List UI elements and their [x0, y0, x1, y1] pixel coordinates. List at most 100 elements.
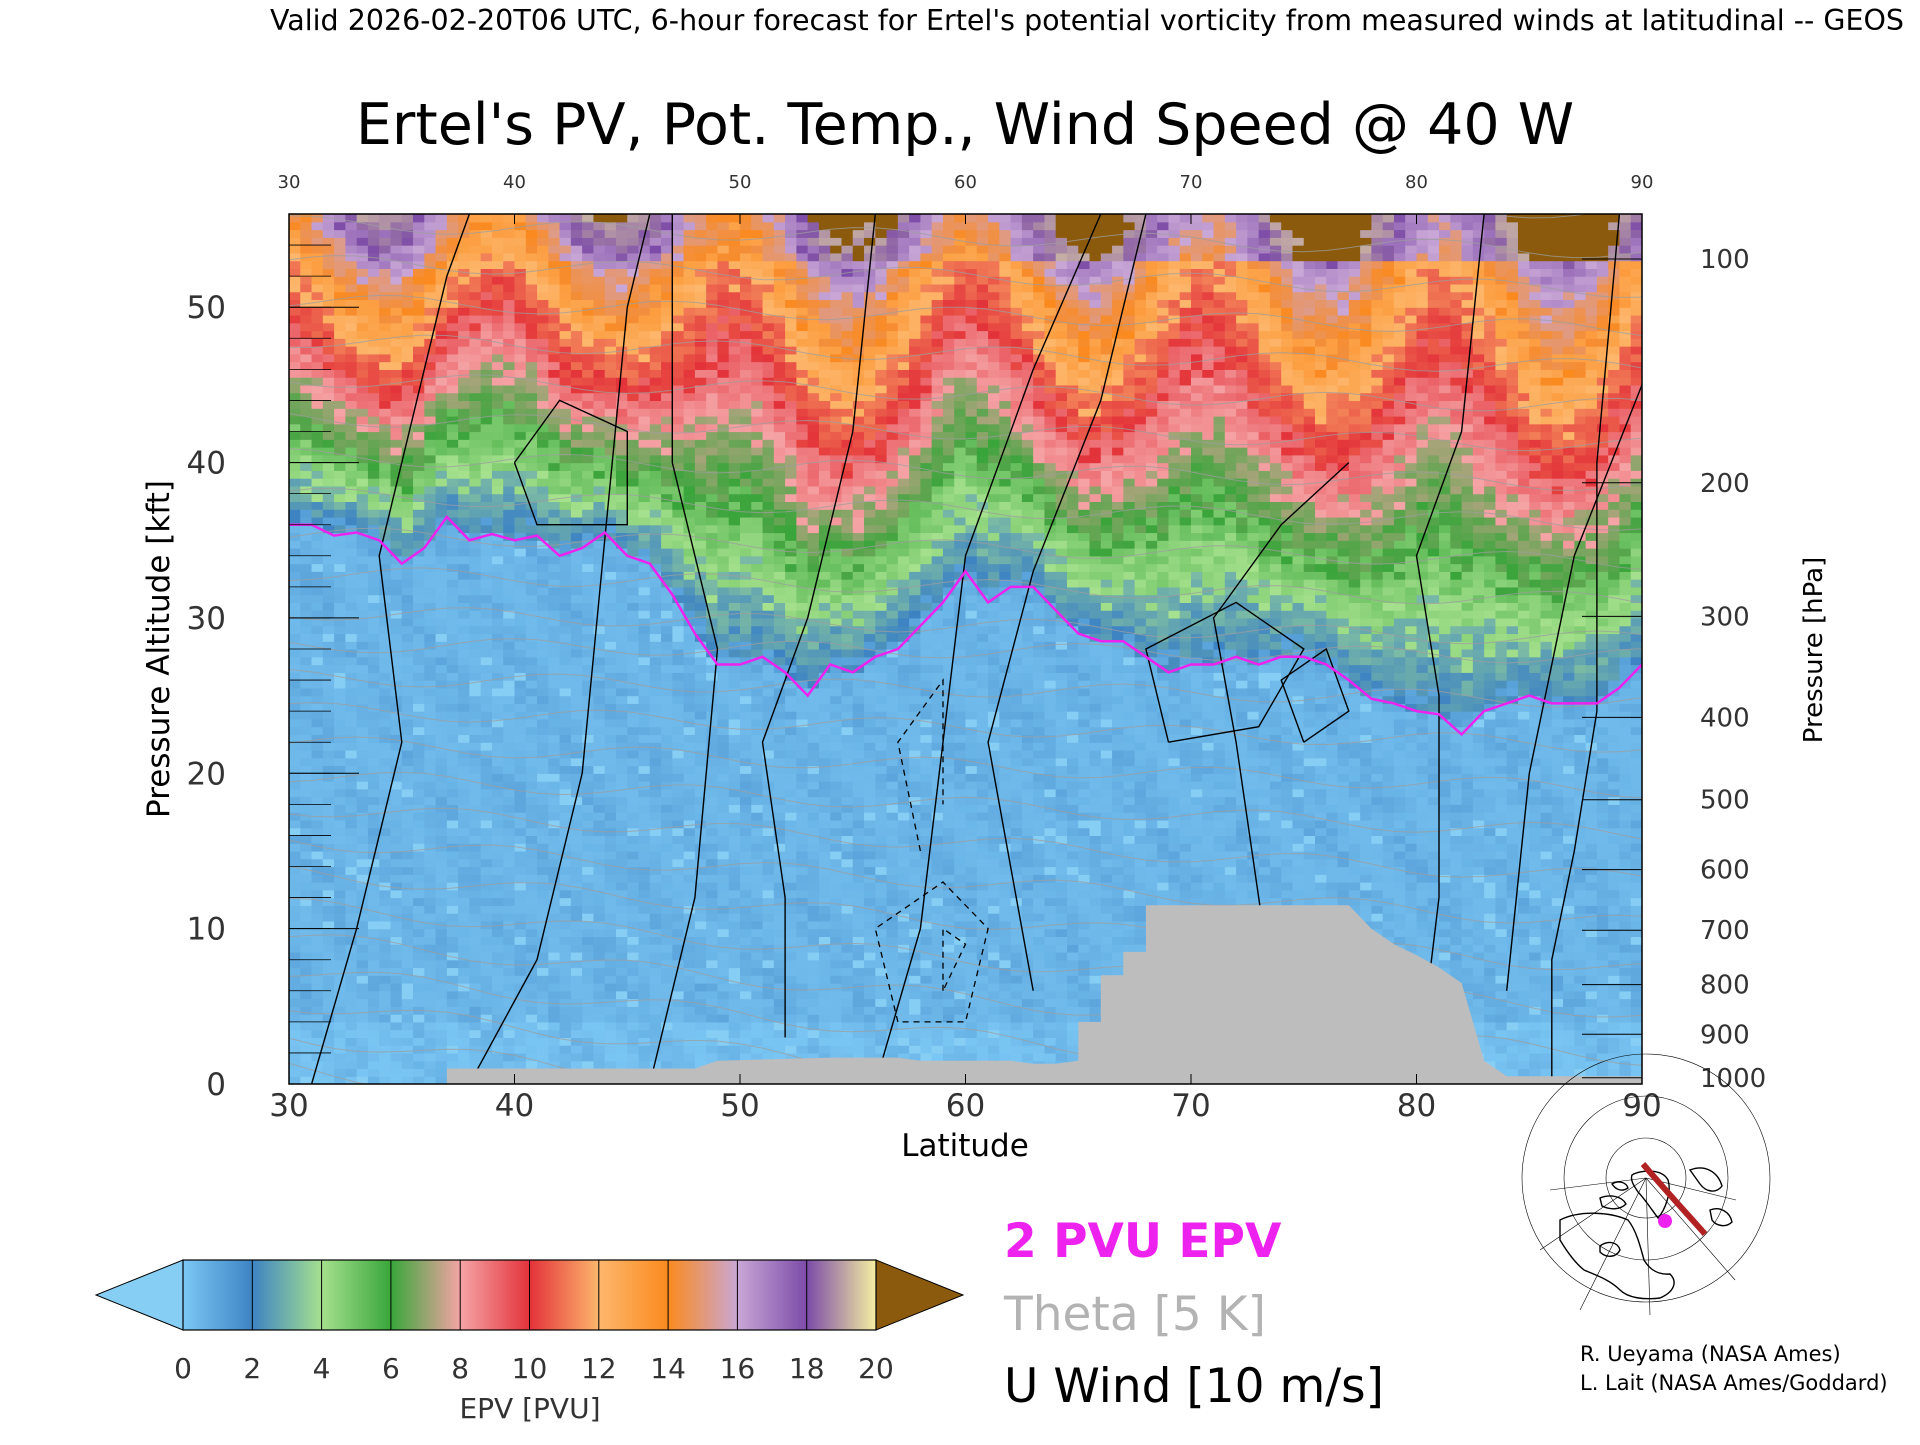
epv-cell — [424, 447, 437, 456]
epv-cell — [334, 998, 346, 1007]
epv-cell — [334, 882, 346, 891]
epv-cell — [503, 415, 516, 425]
epv-cell — [672, 1037, 685, 1046]
epv-cell — [582, 913, 595, 922]
epv-cell — [548, 936, 561, 945]
epv-cell — [424, 516, 437, 526]
epv-cell — [785, 703, 797, 712]
epv-cell — [525, 594, 538, 603]
epv-cell — [311, 936, 324, 945]
epv-cell — [548, 493, 561, 503]
epv-cell — [435, 610, 448, 619]
epv-cell — [491, 905, 504, 914]
epv-cell — [401, 400, 414, 409]
epv-cell — [740, 913, 752, 922]
epv-cell — [491, 649, 504, 658]
epv-cell — [638, 377, 651, 386]
epv-cell — [559, 804, 572, 813]
epv-cell — [773, 1052, 786, 1062]
epv-cell — [514, 485, 527, 495]
epv-cell — [649, 610, 662, 619]
epv-cell — [537, 314, 549, 324]
epv-cell — [491, 874, 504, 883]
epv-cell — [503, 625, 516, 635]
epv-cell — [762, 703, 775, 712]
epv-cell — [458, 1060, 471, 1070]
epv-cell — [300, 1045, 313, 1054]
epv-cell — [570, 283, 583, 293]
epv-cell — [762, 439, 775, 448]
epv-cell — [570, 1029, 583, 1038]
epv-cell — [334, 680, 346, 689]
epv-cell — [503, 990, 516, 1000]
epv-cell — [638, 796, 651, 805]
epv-cell — [762, 1037, 775, 1046]
epv-cell — [706, 827, 719, 837]
epv-cell — [401, 625, 414, 635]
epv-cell — [446, 423, 459, 433]
epv-cell — [728, 415, 741, 425]
epv-cell — [491, 540, 504, 549]
epv-cell — [638, 384, 651, 394]
epv-cell — [390, 555, 403, 565]
epv-cell — [480, 819, 493, 829]
epv-cell — [593, 1029, 606, 1038]
epv-cell — [345, 765, 358, 774]
epv-cell — [627, 773, 640, 782]
epv-cell — [424, 408, 437, 417]
epv-cell — [480, 827, 493, 837]
epv-cell — [649, 485, 662, 495]
epv-cell — [446, 447, 459, 456]
epv-cell — [717, 245, 730, 254]
epv-cell — [773, 913, 786, 922]
epv-cell — [322, 796, 335, 805]
epv-cell — [458, 291, 471, 301]
epv-cell — [717, 283, 730, 293]
epv-cell — [435, 214, 448, 223]
epv-cell — [773, 602, 786, 611]
epv-cell — [345, 1029, 358, 1038]
epv-cell — [345, 1068, 358, 1077]
epv-cell — [615, 990, 628, 1000]
epv-cell — [322, 874, 335, 883]
epv-cell — [503, 835, 516, 844]
epv-cell — [627, 951, 640, 961]
epv-cell — [424, 858, 437, 868]
epv-cell — [706, 874, 719, 883]
epv-cell — [367, 944, 380, 953]
epv-cell — [604, 990, 617, 1000]
epv-cell — [604, 408, 617, 417]
epv-cell — [345, 819, 358, 829]
epv-cell — [706, 1014, 719, 1023]
epv-cell — [582, 920, 595, 930]
epv-cell — [514, 361, 527, 370]
epv-cell — [570, 905, 583, 914]
epv-cell — [661, 369, 673, 378]
epv-cell — [491, 485, 504, 495]
epv-cell — [683, 1021, 696, 1031]
epv-cell — [345, 532, 358, 541]
epv-cell — [615, 633, 628, 642]
epv-cell — [356, 563, 369, 572]
epv-cell — [683, 897, 696, 906]
epv-cell — [717, 548, 730, 557]
epv-cell — [706, 369, 719, 378]
epv-cell — [683, 773, 696, 782]
epv-cell — [435, 532, 448, 541]
epv-cell — [367, 951, 380, 961]
epv-cell — [559, 454, 572, 464]
epv-cell — [458, 889, 471, 899]
epv-cell — [503, 314, 516, 324]
epv-cell — [390, 439, 403, 448]
epv-cell — [514, 742, 527, 751]
epv-cell — [446, 726, 459, 736]
epv-cell — [390, 361, 403, 370]
epv-cell — [334, 322, 346, 332]
epv-cell — [491, 866, 504, 875]
epv-cell — [413, 649, 425, 658]
epv-cell — [773, 749, 786, 759]
epv-cell — [491, 796, 504, 805]
epv-cell — [661, 586, 673, 596]
epv-cell — [604, 462, 617, 471]
epv-cell — [401, 1068, 414, 1077]
